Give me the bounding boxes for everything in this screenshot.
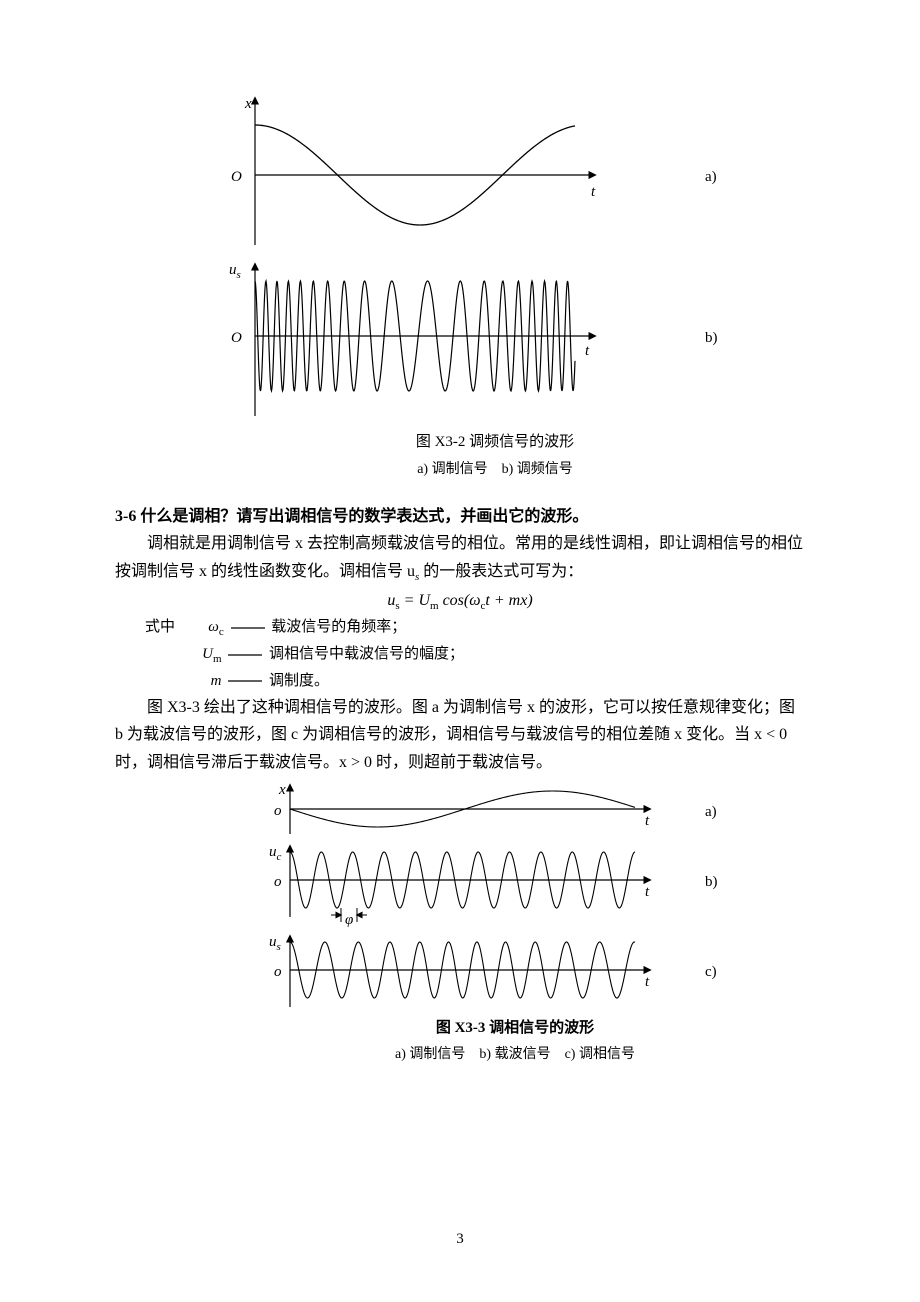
question-title: 3-6 什么是调相？请写出调相信号的数学表达式，并画出它的波形。 bbox=[115, 503, 805, 530]
fig2-sub-caption: a) 调制信号 b) 载波信号 c) 调相信号 bbox=[255, 1043, 775, 1067]
fig2-subcap-b: b) 载波信号 bbox=[479, 1047, 550, 1062]
fig2-subcap-a: a) 调制信号 bbox=[395, 1047, 465, 1062]
dash-icon bbox=[225, 650, 265, 660]
where-line-1: 式中 ωc 载波信号的角频率； bbox=[145, 615, 805, 642]
equation: us = Um cos(ωct + mx) bbox=[115, 587, 805, 616]
dash-icon bbox=[225, 676, 265, 686]
fig2b-panel-label: b) bbox=[705, 870, 718, 896]
dash-icon bbox=[228, 623, 268, 633]
fig2-panel-c-svg bbox=[255, 932, 655, 1012]
fig2c-x-label: t bbox=[645, 970, 649, 996]
fig1-panel-b-svg bbox=[215, 256, 615, 426]
fig1b-y-label: us bbox=[229, 258, 241, 285]
fig2-panel-a: x o t a) bbox=[255, 782, 775, 838]
fig1b-x-label: t bbox=[585, 339, 589, 365]
fig2a-origin: o bbox=[274, 799, 282, 825]
fig1a-panel-label: a) bbox=[705, 165, 717, 191]
fig1a-y-label: x bbox=[245, 92, 252, 118]
fig2-panel-a-svg bbox=[255, 782, 655, 838]
fig1-subcap-b: b) 调频信号 bbox=[502, 462, 573, 477]
fig1a-origin: O bbox=[231, 165, 242, 191]
fig1-panel-a-svg bbox=[215, 90, 615, 250]
fig1-sub-caption: a) 调制信号 b) 调频信号 bbox=[215, 458, 775, 482]
where-line-2: Um 调相信号中载波信号的幅度； bbox=[192, 642, 806, 669]
figure-x3-2: x O t a) us O t b) 图 X3-2 调频信号的波形 a) 调制信… bbox=[215, 90, 775, 481]
fig1-caption: 图 X3-2 调频信号的波形 bbox=[215, 430, 775, 456]
where-line-3: m 调制度。 bbox=[192, 669, 806, 695]
where-block: 式中 ωc 载波信号的角频率； Um 调相信号中载波信号的幅度； m 调制度。 bbox=[115, 615, 805, 694]
page-number: 3 bbox=[0, 1227, 920, 1253]
fig2b-y-label: uc bbox=[269, 840, 281, 867]
fig1-subcap-a: a) 调制信号 bbox=[417, 462, 487, 477]
fig2c-panel-label: c) bbox=[705, 960, 717, 986]
figure-x3-3: x o t a) uc o t φ b) us o t c) 图 X3-3 调相… bbox=[255, 782, 775, 1067]
fig2-panel-c: us o t c) bbox=[255, 932, 775, 1012]
fig1-panel-b: us O t b) bbox=[215, 256, 775, 426]
question-para1: 调相就是用调制信号 x 去控制高频载波信号的相位。常用的是线性调相，即让调相信号… bbox=[115, 530, 805, 586]
fig2b-origin: o bbox=[274, 870, 282, 896]
fig2b-x-label: t bbox=[645, 880, 649, 906]
fig2-subcap-c: c) 调相信号 bbox=[565, 1047, 635, 1062]
fig1b-panel-label: b) bbox=[705, 326, 718, 352]
fig1b-origin: O bbox=[231, 326, 242, 352]
fig1-panel-a: x O t a) bbox=[215, 90, 775, 250]
fig2-panel-b: uc o t φ b) bbox=[255, 842, 775, 932]
fig2a-x-label: t bbox=[645, 809, 649, 835]
question-para2: 图 X3-3 绘出了这种调相信号的波形。图 a 为调制信号 x 的波形，它可以按… bbox=[115, 694, 805, 776]
fig2a-panel-label: a) bbox=[705, 800, 717, 826]
fig2-caption: 图 X3-3 调相信号的波形 bbox=[255, 1016, 775, 1042]
fig2b-phi-label: φ bbox=[345, 908, 353, 934]
fig2-panel-b-svg bbox=[255, 842, 655, 932]
fig1a-x-label: t bbox=[591, 180, 595, 206]
fig2c-y-label: us bbox=[269, 930, 281, 957]
fig2c-origin: o bbox=[274, 960, 282, 986]
